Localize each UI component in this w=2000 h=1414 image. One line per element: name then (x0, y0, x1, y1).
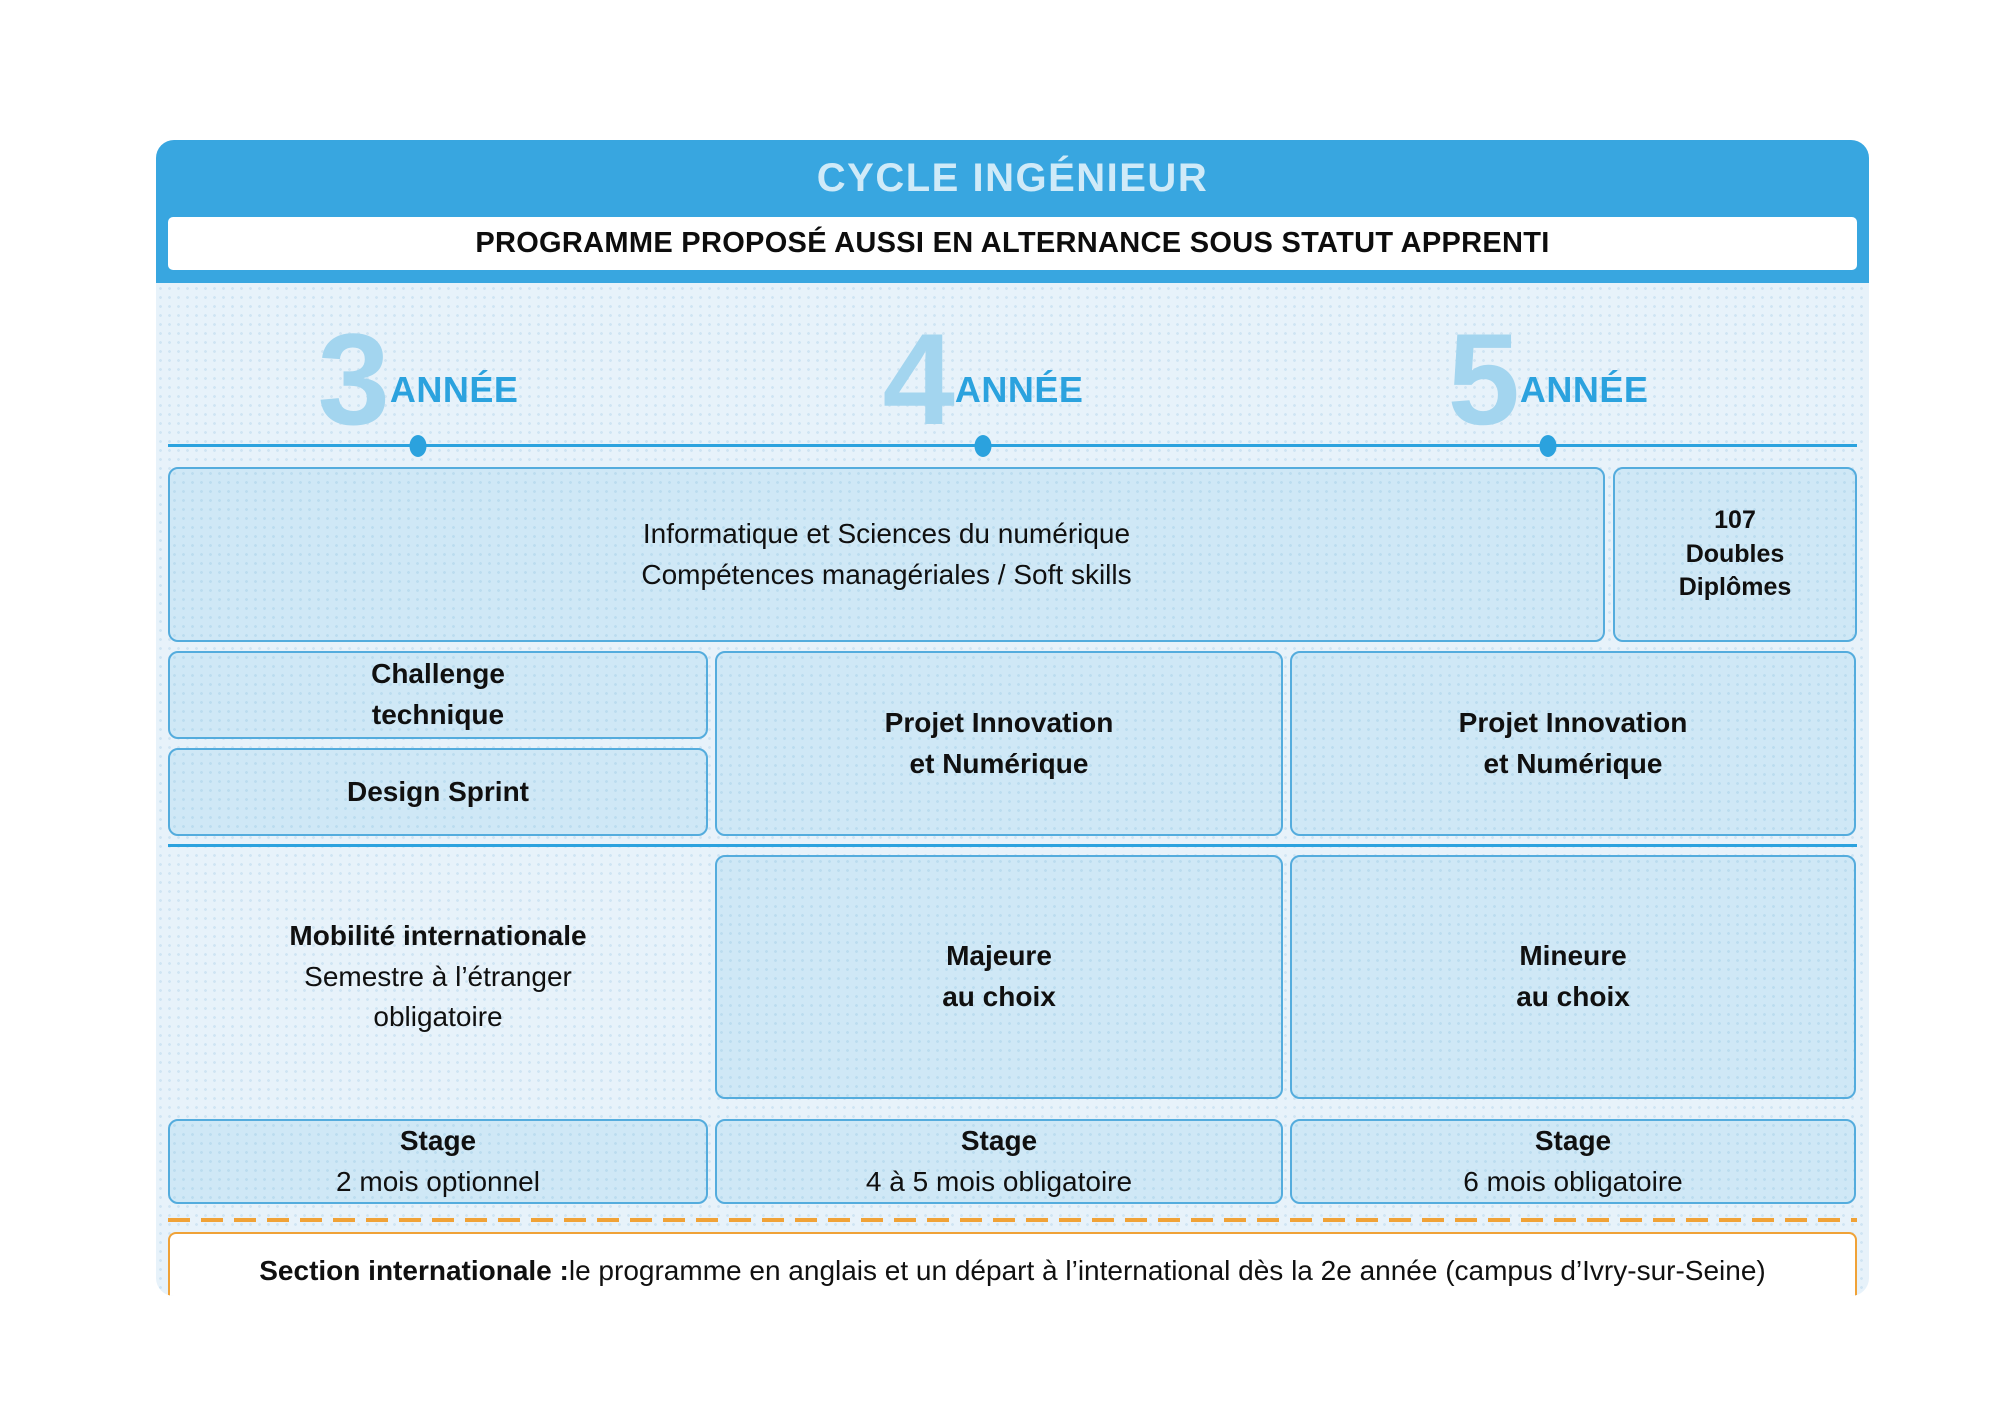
card-header: CYCLE INGÉNIEUR PROGRAMME PROPOSÉ AUSSI … (156, 140, 1869, 283)
timeline-dot-year3 (409, 434, 427, 457)
mineure-line-2: au choix (1516, 981, 1630, 1012)
section-internationale-box: Section internationale : le programme en… (168, 1232, 1857, 1296)
design-sprint-box: Design Sprint (168, 748, 708, 836)
core-curriculum-line-2: Compétences managériales / Soft skills (641, 558, 1132, 590)
mobilite-line-1: Mobilité internationale (289, 920, 587, 952)
year-3-projects-column: Challenge technique Design Sprint (168, 651, 708, 836)
cycle-ingenieur-card: CYCLE INGÉNIEUR PROGRAMME PROPOSÉ AUSSI … (156, 140, 1869, 1296)
mobilite-line-2: Semestre à l’étranger (304, 960, 572, 992)
row-majors: Mobilité internationale Semestre à l’étr… (168, 855, 1857, 1099)
stage-y4-box: Stage 4 à 5 mois obligatoire (715, 1119, 1283, 1205)
years-row: 3 ANNÉE 4 ANNÉE 5 ANNÉE (168, 303, 1857, 452)
year-3-number: 3 (317, 305, 390, 452)
stage-y5-duration: 6 mois obligatoire (1463, 1165, 1683, 1197)
double-diplomas-line-3: Diplômes (1678, 573, 1792, 602)
stage-y3-title: Stage (399, 1125, 477, 1156)
majeure-box: Majeure au choix (715, 855, 1283, 1099)
majeure-line-2: au choix (942, 981, 1056, 1012)
projet-innovation-y4-box: Projet Innovation et Numérique (715, 651, 1283, 836)
blue-divider (168, 844, 1857, 847)
projet-innovation-y5-line-2: et Numérique (1483, 747, 1663, 779)
projet-innovation-y5-line-1: Projet Innovation (1458, 706, 1688, 738)
section-internationale-text: le programme en anglais et un départ à l… (568, 1255, 1766, 1286)
section-internationale-label: Section internationale : (259, 1254, 569, 1286)
stage-y4-title: Stage (960, 1125, 1038, 1156)
row-projects: Challenge technique Design Sprint Projet… (168, 651, 1857, 836)
design-sprint-label: Design Sprint (346, 775, 529, 807)
stage-y5-title: Stage (1534, 1125, 1612, 1156)
timeline-dot-year5 (1539, 434, 1557, 457)
stage-y4-duration: 4 à 5 mois obligatoire (865, 1165, 1133, 1197)
majeure-line-1: Majeure (946, 940, 1052, 972)
stage-y3-box: Stage 2 mois optionnel (168, 1119, 708, 1205)
mobilite-internationale-block: Mobilité internationale Semestre à l’étr… (168, 855, 708, 1099)
alternance-banner: PROGRAMME PROPOSÉ AUSSI EN ALTERNANCE SO… (168, 217, 1857, 270)
year-4-label: ANNÉE (954, 369, 1084, 410)
orange-dashed-divider (168, 1218, 1857, 1222)
core-curriculum-box: Informatique et Sciences du numérique Co… (168, 467, 1605, 642)
year-5-number: 5 (1447, 305, 1520, 452)
year-4-header: 4 ANNÉE (882, 305, 1084, 452)
stage-y5-box: Stage 6 mois obligatoire (1290, 1119, 1856, 1205)
stage-y3-duration: 2 mois optionnel (336, 1165, 540, 1197)
page-title: CYCLE INGÉNIEUR (816, 156, 1209, 200)
row-internships: Stage 2 mois optionnel Stage 4 à 5 mois … (168, 1119, 1857, 1205)
projet-innovation-y4-line-2: et Numérique (909, 747, 1089, 779)
year-5-label: ANNÉE (1519, 369, 1649, 410)
core-curriculum-line-1: Informatique et Sciences du numérique (642, 517, 1131, 549)
timeline-dot-year4 (974, 434, 992, 457)
timeline (168, 434, 1857, 457)
double-diplomas-count: 107 (1714, 505, 1756, 534)
year-3-label: ANNÉE (389, 369, 519, 410)
double-diplomas-line-2: Doubles (1685, 539, 1785, 568)
projet-innovation-y5-box: Projet Innovation et Numérique (1290, 651, 1856, 836)
double-diplomas-box: 107 Doubles Diplômes (1613, 467, 1857, 642)
year-3-header: 3 ANNÉE (317, 305, 519, 452)
challenge-technique-box: Challenge technique (168, 651, 708, 739)
year-4-number: 4 (882, 305, 955, 452)
challenge-technique-line-2: technique (371, 699, 505, 730)
mineure-line-1: Mineure (1519, 940, 1627, 972)
mobilite-line-3: obligatoire (373, 1001, 503, 1033)
challenge-technique-line-1: Challenge (371, 658, 505, 690)
year-5-header: 5 ANNÉE (1447, 305, 1649, 452)
projet-innovation-y4-line-1: Projet Innovation (884, 706, 1114, 738)
card-body: 3 ANNÉE 4 ANNÉE 5 ANNÉE Informatique et … (156, 303, 1869, 1296)
row-common-courses: Informatique et Sciences du numérique Co… (168, 467, 1857, 642)
mineure-box: Mineure au choix (1290, 855, 1856, 1099)
